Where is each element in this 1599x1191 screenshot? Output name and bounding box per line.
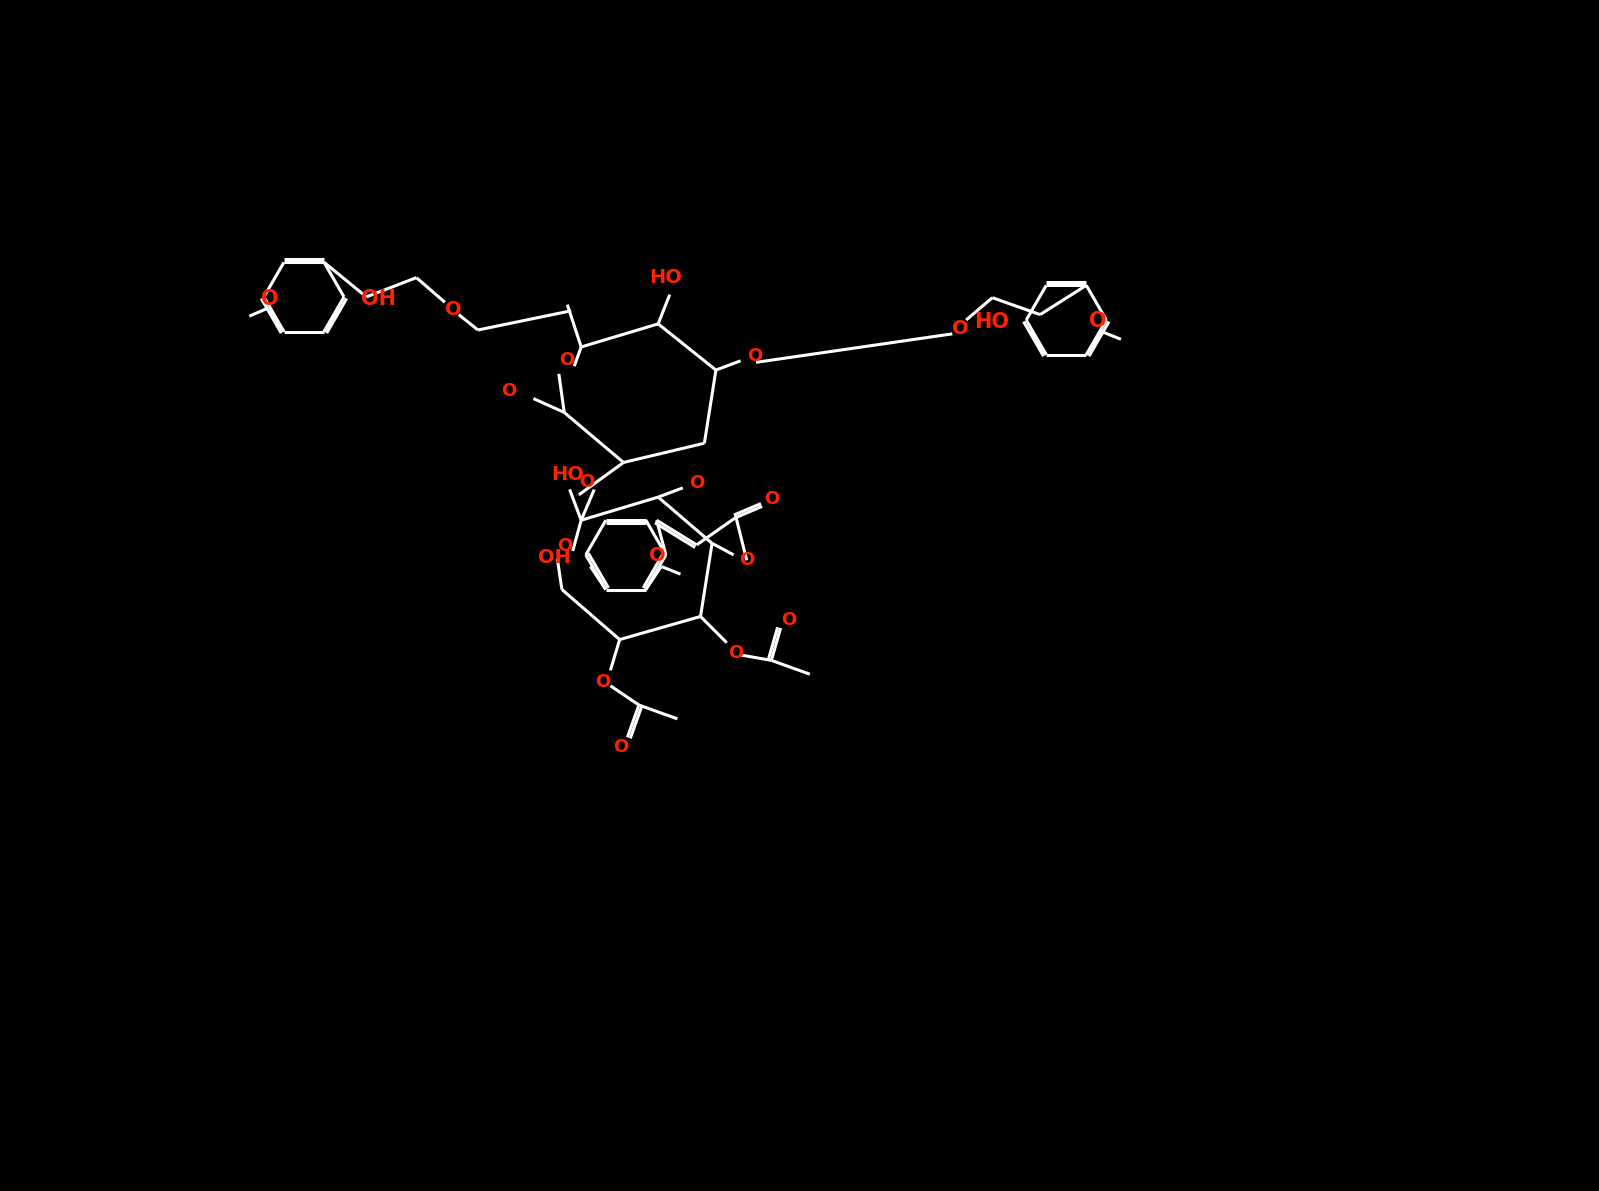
Text: O: O	[764, 490, 779, 507]
Text: O: O	[560, 351, 574, 369]
Text: HO: HO	[552, 464, 584, 484]
Text: O: O	[558, 537, 572, 555]
Text: O: O	[579, 473, 595, 491]
Text: O: O	[595, 673, 611, 691]
Text: HO: HO	[649, 268, 683, 287]
Text: OH: OH	[539, 548, 571, 567]
Text: O: O	[649, 547, 665, 566]
Text: O: O	[689, 474, 704, 492]
Text: O: O	[1089, 311, 1107, 331]
Text: O: O	[500, 382, 516, 400]
Text: O: O	[614, 737, 628, 755]
Text: HO: HO	[974, 312, 1009, 332]
Text: O: O	[951, 319, 969, 338]
Text: O: O	[728, 643, 744, 662]
Text: O: O	[445, 300, 462, 319]
Text: O: O	[780, 611, 796, 629]
Text: O: O	[747, 348, 763, 366]
Text: O: O	[261, 289, 278, 310]
Text: O: O	[739, 551, 755, 569]
Text: OH: OH	[361, 289, 397, 310]
